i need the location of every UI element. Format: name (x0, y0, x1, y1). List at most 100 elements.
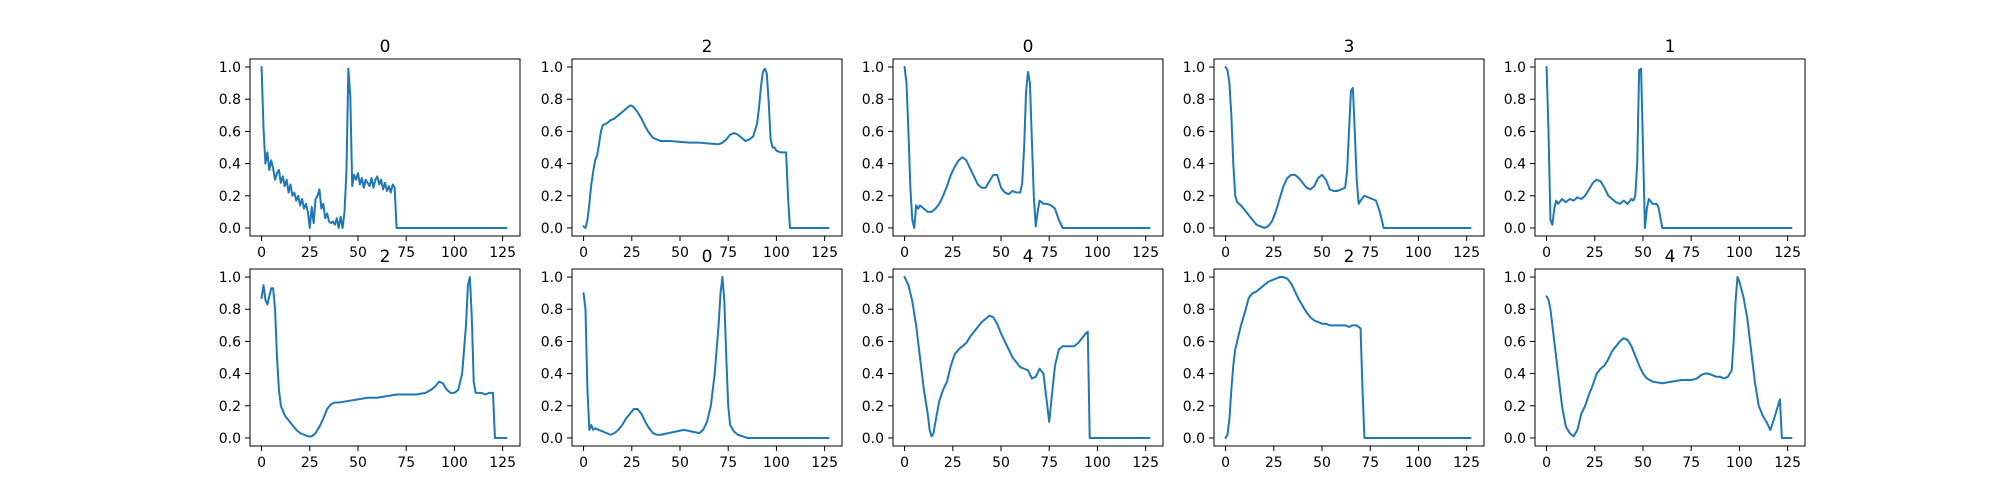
x-tick-label: 0 (579, 245, 588, 261)
y-tick-label: 0.6 (1183, 124, 1205, 140)
x-tick-label: 75 (1361, 455, 1379, 471)
x-tick-label: 100 (763, 455, 790, 471)
y-tick-label: 0.2 (541, 189, 563, 205)
plot-frame (249, 58, 521, 237)
y-tick-label: 0.0 (862, 221, 884, 237)
subplot-title: 0 (702, 247, 713, 267)
subplot-title: 2 (380, 247, 391, 267)
plot-frame (892, 58, 1164, 237)
x-tick-label: 0 (1221, 245, 1230, 261)
x-tick-label: 125 (1774, 245, 1801, 261)
y-tick-label: 0.6 (862, 334, 884, 350)
plot-frame (892, 268, 1164, 447)
x-tick-label: 125 (811, 455, 838, 471)
y-tick-label: 0.8 (541, 92, 563, 108)
y-tick-label: 0.8 (1504, 92, 1526, 108)
y-tick-label: 0.6 (862, 124, 884, 140)
y-tick-label: 0.0 (219, 221, 241, 237)
y-tick-label: 0.0 (1183, 431, 1205, 447)
x-tick-label: 100 (1084, 245, 1111, 261)
x-tick-label: 25 (1586, 455, 1604, 471)
y-tick-label: 0.6 (1504, 124, 1526, 140)
x-tick-label: 125 (1132, 245, 1159, 261)
x-tick-label: 100 (1405, 245, 1432, 261)
x-tick-label: 0 (579, 455, 588, 471)
x-tick-label: 100 (763, 245, 790, 261)
x-tick-label: 50 (349, 455, 367, 471)
x-tick-label: 50 (1634, 455, 1652, 471)
y-tick-label: 0.4 (541, 157, 563, 173)
x-tick-label: 50 (992, 455, 1010, 471)
y-tick-label: 0.2 (1183, 189, 1205, 205)
y-tick-label: 0.4 (1504, 157, 1526, 173)
subplot-title: 3 (1344, 37, 1355, 57)
x-tick-label: 100 (1726, 245, 1753, 261)
x-tick-label: 50 (671, 455, 689, 471)
y-tick-label: 0.2 (219, 399, 241, 415)
y-tick-label: 0.2 (1183, 399, 1205, 415)
subplot-8: 0 25 50 75 100 125 0.0 0.2 0.4 0.6 0.8 1.0 4 (862, 247, 1164, 471)
y-tick-label: 1.0 (1183, 60, 1205, 76)
x-tick-label: 75 (1040, 245, 1058, 261)
subplot-title: 4 (1023, 247, 1034, 267)
series-line-1 (1224, 66, 1472, 229)
y-tick-label: 0.6 (219, 124, 241, 140)
subplot-3: 0 25 50 75 100 125 0.0 0.2 0.4 0.6 0.8 1.0 0 (862, 37, 1164, 261)
x-tick-label: 25 (944, 455, 962, 471)
subplot-4: 0 25 50 75 100 125 0.0 0.2 0.4 0.6 0.8 1.0 3 (1183, 37, 1485, 261)
x-tick-label: 0 (257, 245, 266, 261)
x-tick-label: 125 (1453, 455, 1480, 471)
x-tick-label: 25 (301, 245, 319, 261)
y-tick-label: 0.8 (862, 302, 884, 318)
series-line-1 (260, 66, 508, 229)
x-tick-label: 100 (441, 455, 468, 471)
series-line-1 (1545, 276, 1793, 439)
y-tick-label: 0.4 (1504, 367, 1526, 383)
x-tick-label: 0 (1221, 455, 1230, 471)
subplot-9: 0 25 50 75 100 125 0.0 0.2 0.4 0.6 0.8 1.0 2 (1183, 247, 1485, 471)
x-tick-label: 25 (1265, 245, 1283, 261)
x-tick-label: 125 (811, 245, 838, 261)
y-tick-label: 0.0 (219, 431, 241, 447)
y-tick-label: 1.0 (1504, 270, 1526, 286)
plot-frame (1534, 268, 1806, 447)
subplot-7: 0 25 50 75 100 125 0.0 0.2 0.4 0.6 0.8 1.0 0 (541, 247, 843, 471)
y-tick-label: 1.0 (1183, 270, 1205, 286)
subplot-2: 0 25 50 75 100 125 0.0 0.2 0.4 0.6 0.8 1.0 2 (541, 37, 843, 261)
series-line-1 (582, 67, 830, 229)
subplot-title: 2 (702, 37, 713, 57)
y-tick-label: 0.8 (1504, 302, 1526, 318)
x-tick-label: 125 (489, 245, 516, 261)
plot-frame (1213, 268, 1485, 447)
plot-frame (1534, 58, 1806, 237)
y-tick-label: 0.0 (1504, 431, 1526, 447)
x-tick-label: 0 (900, 455, 909, 471)
y-tick-label: 0.0 (862, 431, 884, 447)
x-tick-label: 0 (1542, 455, 1551, 471)
y-tick-label: 1.0 (541, 60, 563, 76)
y-tick-label: 0.4 (219, 367, 241, 383)
x-tick-label: 50 (1634, 245, 1652, 261)
series-line-1 (903, 66, 1151, 229)
y-tick-label: 0.0 (541, 431, 563, 447)
series-line-1 (260, 276, 508, 439)
x-tick-label: 50 (1313, 245, 1331, 261)
y-tick-label: 0.2 (219, 189, 241, 205)
subplot-6: 0 25 50 75 100 125 0.0 0.2 0.4 0.6 0.8 1.0 2 (219, 247, 521, 471)
x-tick-label: 0 (900, 245, 909, 261)
x-tick-label: 25 (623, 455, 641, 471)
y-tick-label: 0.8 (219, 92, 241, 108)
y-tick-label: 0.8 (219, 302, 241, 318)
y-tick-label: 0.4 (1183, 367, 1205, 383)
y-tick-label: 0.2 (1504, 189, 1526, 205)
y-tick-label: 0.6 (1504, 334, 1526, 350)
subplot-10: 0 25 50 75 100 125 0.0 0.2 0.4 0.6 0.8 1.0 4 (1504, 247, 1806, 471)
y-tick-label: 0.2 (862, 399, 884, 415)
y-tick-label: 0.2 (1504, 399, 1526, 415)
y-tick-label: 0.8 (1183, 92, 1205, 108)
y-tick-label: 0.8 (1183, 302, 1205, 318)
y-tick-label: 0.6 (219, 334, 241, 350)
y-tick-label: 0.4 (862, 367, 884, 383)
x-tick-label: 100 (441, 245, 468, 261)
y-tick-label: 1.0 (1504, 60, 1526, 76)
